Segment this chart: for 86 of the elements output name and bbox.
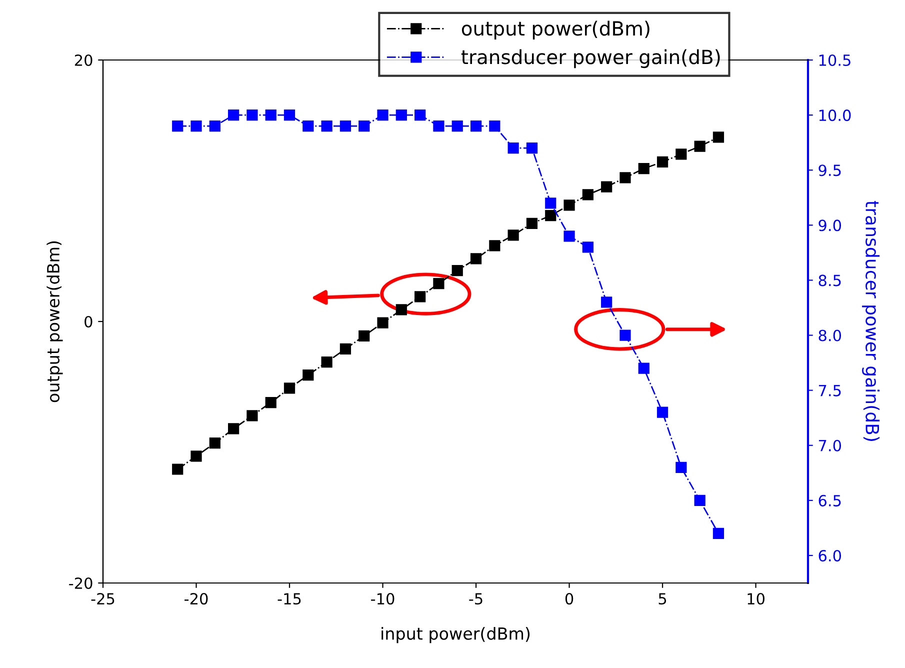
- x-tick-label: -20: [184, 592, 208, 605]
- x-tick-label: -25: [91, 592, 114, 605]
- x-tick-label: -15: [278, 593, 301, 605]
- point: [414, 109, 426, 121]
- point: [321, 120, 332, 132]
- y2-tick-label: 6.0: [818, 550, 842, 562]
- y2-tick-label: 10.5: [819, 54, 850, 66]
- point: [564, 200, 575, 211]
- point: [545, 198, 556, 209]
- point: [172, 464, 184, 475]
- point: [172, 120, 184, 132]
- point: [433, 278, 444, 290]
- y2-axis-title: transducer power gain(dB): [862, 200, 880, 441]
- point: [620, 172, 631, 184]
- point: [694, 140, 706, 152]
- point: [340, 120, 352, 132]
- point: [265, 109, 276, 121]
- point: [489, 240, 500, 252]
- point: [190, 450, 202, 462]
- point: [302, 120, 314, 132]
- point: [582, 242, 594, 253]
- point: [582, 189, 594, 200]
- x-axis-title: input power(dBm): [382, 626, 530, 644]
- point: [694, 494, 706, 506]
- point: [209, 120, 220, 132]
- point: [284, 382, 296, 394]
- point: [377, 317, 388, 328]
- point: [676, 148, 687, 160]
- point: [302, 370, 314, 381]
- y2-tick-label: 9.5: [818, 164, 841, 176]
- y-tick-label: 0: [84, 316, 92, 328]
- legend-label: transducer power gain(dB): [461, 49, 720, 68]
- y2-tick-label: 7.0: [818, 440, 842, 452]
- point: [712, 132, 724, 143]
- point: [656, 156, 668, 168]
- point: [358, 330, 370, 342]
- point: [284, 109, 296, 121]
- x-tick-label: 0: [565, 592, 574, 605]
- x-tick-label: -10: [371, 592, 394, 605]
- y2-tick-label: 8.5: [818, 274, 841, 286]
- point: [712, 528, 724, 540]
- point: [452, 120, 463, 132]
- y2-tick-label: 9.0: [818, 220, 842, 232]
- point: [452, 264, 463, 276]
- point: [638, 162, 650, 174]
- point: [246, 410, 258, 422]
- point: [396, 304, 407, 316]
- point: [564, 230, 575, 242]
- point: [601, 296, 612, 308]
- x-tick-label: 5: [658, 593, 666, 605]
- point: [377, 109, 388, 121]
- point: [508, 142, 519, 154]
- point: [656, 406, 668, 418]
- point: [209, 438, 220, 449]
- legend-label: output power(dBm): [462, 20, 650, 40]
- point: [545, 210, 556, 222]
- point: [470, 120, 482, 132]
- point: [321, 356, 332, 368]
- point: [340, 343, 352, 355]
- point: [358, 120, 370, 132]
- point: [190, 120, 202, 132]
- y2-tick-label: 8.0: [818, 330, 842, 342]
- point: [396, 109, 407, 121]
- y2-tick-label: 7.5: [818, 384, 841, 396]
- x-tick-label: -5: [469, 593, 482, 605]
- point: [414, 291, 426, 302]
- point: [676, 462, 687, 473]
- point: [620, 330, 631, 341]
- point: [489, 120, 500, 132]
- y2-tick-label: 10.0: [819, 110, 851, 122]
- point: [265, 397, 276, 408]
- y-tick-label: -20: [69, 577, 92, 590]
- point: [638, 362, 650, 374]
- point: [470, 253, 482, 264]
- y-tick-label: 20: [74, 54, 92, 66]
- point: [526, 142, 538, 154]
- x-tick-label: 10: [748, 592, 764, 605]
- point: [526, 218, 538, 229]
- point: [228, 109, 240, 121]
- y-axis-title: output power(dBm): [46, 241, 63, 402]
- point: [246, 109, 258, 121]
- y2-tick-label: 6.5: [818, 494, 841, 506]
- point: [228, 423, 240, 434]
- point: [508, 230, 519, 241]
- point: [433, 120, 444, 132]
- point: [601, 181, 612, 192]
